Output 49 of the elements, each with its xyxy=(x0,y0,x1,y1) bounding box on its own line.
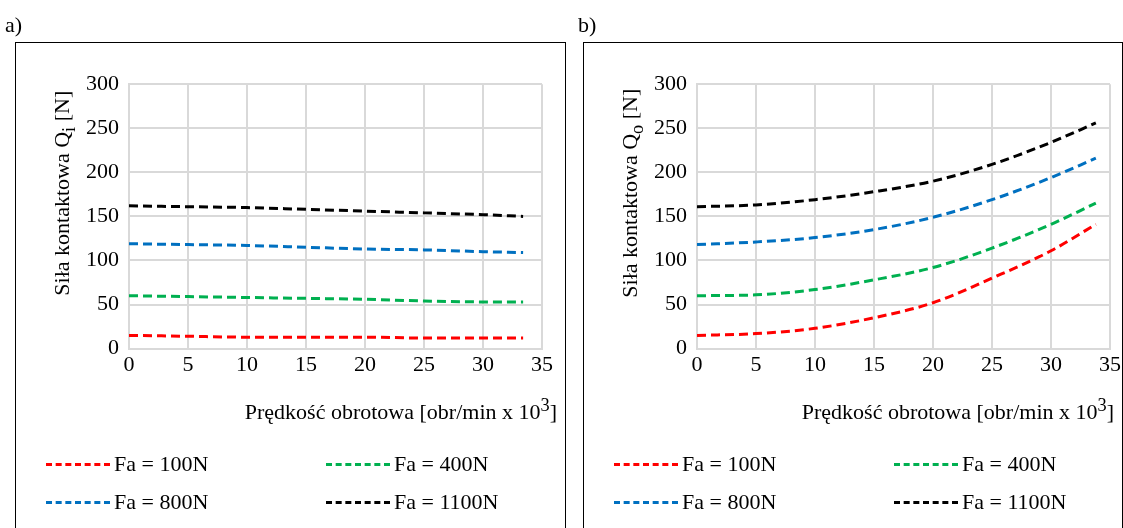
line-series xyxy=(697,121,1098,209)
legend-label: Fa = 100N xyxy=(114,451,209,477)
x-tick-label: 10 xyxy=(236,350,258,376)
y-tick-label: 100 xyxy=(86,246,119,272)
line-series xyxy=(129,294,525,304)
y-tick-label: 300 xyxy=(654,69,687,95)
x-tick-label: 30 xyxy=(472,350,494,376)
y-tick-label: 250 xyxy=(86,114,119,140)
y-tick-label: 150 xyxy=(86,202,119,228)
line-series xyxy=(697,156,1098,247)
text: b) xyxy=(578,12,597,38)
x-tick-label: 30 xyxy=(1040,350,1062,376)
legend-label: Fa = 1100N xyxy=(962,489,1067,515)
legend-label: Fa = 100N xyxy=(682,451,777,477)
text: a) xyxy=(5,12,23,38)
x-axis-title: Prędkość obrotowa [obr/min x 10$^{3}$] xyxy=(801,395,1114,426)
y-tick-label: 0 xyxy=(676,334,687,360)
legend-label: Fa = 400N xyxy=(962,451,1057,477)
y-tick-label: 50 xyxy=(97,290,119,316)
x-tick-label: 5 xyxy=(182,350,194,376)
x-tick-label: 25 xyxy=(981,350,1003,376)
x-tick-label: 0 xyxy=(691,350,703,376)
line-series xyxy=(697,201,1098,298)
y-tick-label: 250 xyxy=(654,114,687,140)
y-tick-label: 0 xyxy=(108,334,119,360)
x-tick-label: 35 xyxy=(1099,350,1121,376)
y-tick-label: 100 xyxy=(654,246,687,272)
line-series xyxy=(697,222,1098,337)
x-tick-label: 0 xyxy=(123,350,135,376)
legend-label: Fa = 400N xyxy=(394,451,489,477)
y-tick-label: 200 xyxy=(654,158,687,184)
y-tick-label: 150 xyxy=(654,202,687,228)
y-tick-label: 300 xyxy=(86,69,119,95)
x-tick-label: 20 xyxy=(354,350,376,376)
x-tick-label: 10 xyxy=(804,350,826,376)
x-tick-label: 15 xyxy=(863,350,885,376)
legend-label: Fa = 800N xyxy=(682,489,777,515)
x-axis-title: Prędkość obrotowa [obr/min x 10$^{3}$] xyxy=(244,395,557,426)
legend-label: Fa = 800N xyxy=(114,489,209,515)
y-tick-label: 50 xyxy=(665,290,687,316)
y-tick-label: 200 xyxy=(86,158,119,184)
line-series xyxy=(129,242,525,255)
x-tick-label: 25 xyxy=(413,350,435,376)
x-tick-label: 15 xyxy=(295,350,317,376)
x-tick-label: 20 xyxy=(922,350,944,376)
line-series xyxy=(129,204,525,218)
x-tick-label: 35 xyxy=(531,350,553,376)
x-tick-label: 5 xyxy=(750,350,762,376)
legend-label: Fa = 1100N xyxy=(394,489,499,515)
